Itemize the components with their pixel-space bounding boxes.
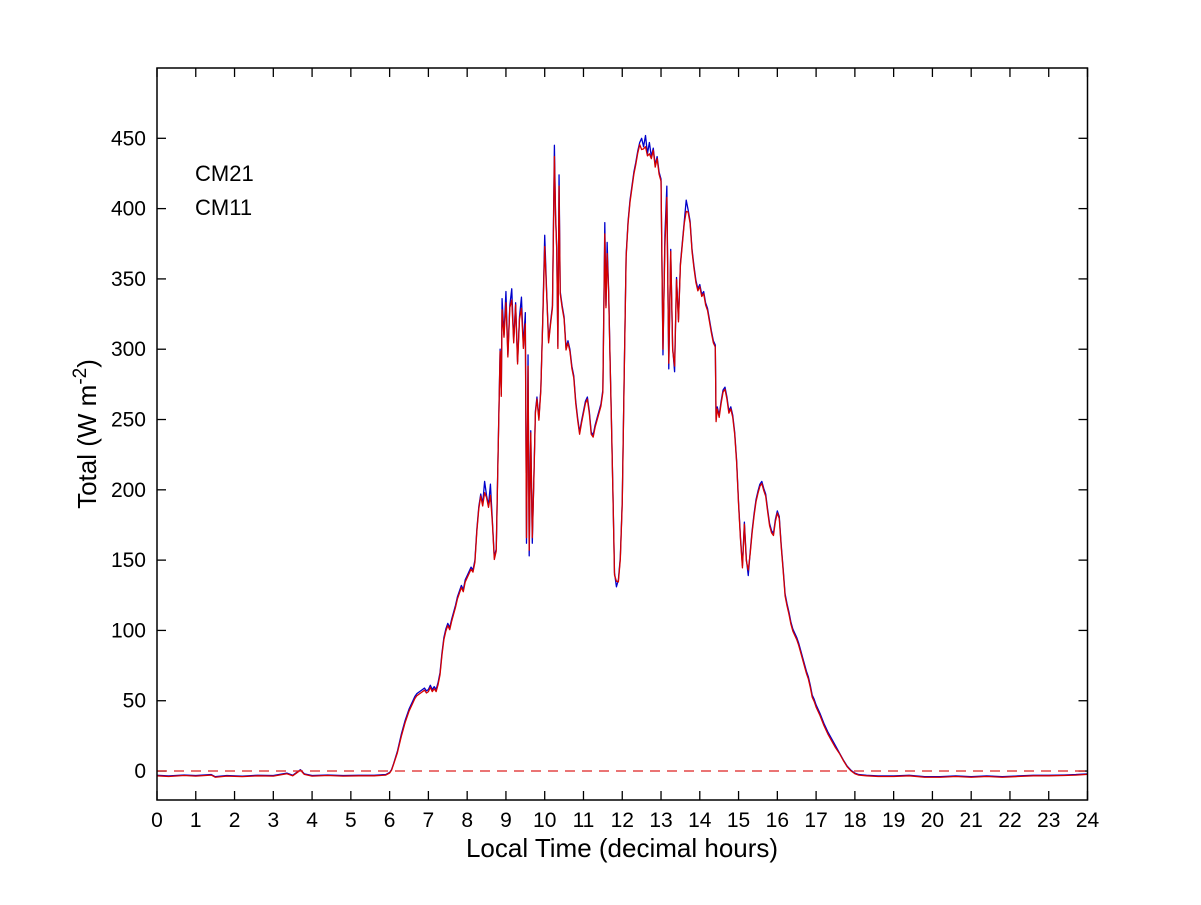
x-tick-label: 10 [533,809,556,832]
x-tick-label: 8 [461,809,473,832]
y-tick-label: 300 [111,338,146,361]
y-axis-label-superscript: -2 [70,368,91,385]
x-tick-label: 5 [345,809,357,832]
x-tick-label: 12 [611,809,634,832]
x-tick-label: 14 [688,809,712,832]
axis-ticks [156,68,1089,800]
x-tick-label: 4 [306,809,318,832]
y-tick-label: 50 [123,690,146,713]
y-tick-label: 400 [111,198,146,221]
y-tick-label: 450 [111,127,146,150]
x-tick-label: 13 [649,809,672,832]
x-tick-label: 22 [998,809,1021,832]
legend-entry-cm11: CM11 [195,195,252,220]
y-axis-label-prefix: Total (W m [72,385,102,509]
y-tick-label: 150 [111,549,146,572]
y-tick-label: 0 [134,760,146,783]
y-tick-label: 200 [111,479,146,502]
y-tick-label: 100 [111,619,146,642]
plot-border [156,67,1089,801]
x-tick-label: 9 [500,809,512,832]
x-tick-label: 11 [573,809,595,832]
y-axis-label: Total (W m-2) [70,359,102,509]
x-tick-label: 18 [843,809,866,832]
y-tick-label: 250 [111,409,146,432]
x-tick-label: 24 [1076,809,1100,832]
x-tick-label: 1 [190,809,202,832]
y-tick-label: 350 [111,268,146,291]
x-axis-label: Local Time (decimal hours) [466,833,778,863]
y-axis-label-suffix: ) [72,359,102,368]
x-tick-label: 3 [267,809,279,832]
x-tick-label: 20 [921,809,944,832]
series-cm11-line [156,143,1088,778]
x-tick-label: 15 [727,809,750,832]
legend-entry-cm21: CM21 [195,161,254,186]
x-tick-label: 19 [882,809,905,832]
x-tick-label: 23 [1037,809,1060,832]
x-tick-label: 21 [960,809,983,832]
axis-tick-labels: 0 1 2 3 4 5 6 7 8 9 10 11 12 13 14 15 16 17 18 19 20 21 22 23 24… [111,127,1100,832]
x-tick-label: 0 [151,809,163,832]
x-tick-label: 17 [804,809,827,832]
x-tick-label: 16 [766,809,789,832]
x-tick-label: 7 [423,809,435,832]
x-tick-label: 6 [384,809,396,832]
x-tick-label: 2 [229,809,241,832]
plot-area [157,68,1088,800]
